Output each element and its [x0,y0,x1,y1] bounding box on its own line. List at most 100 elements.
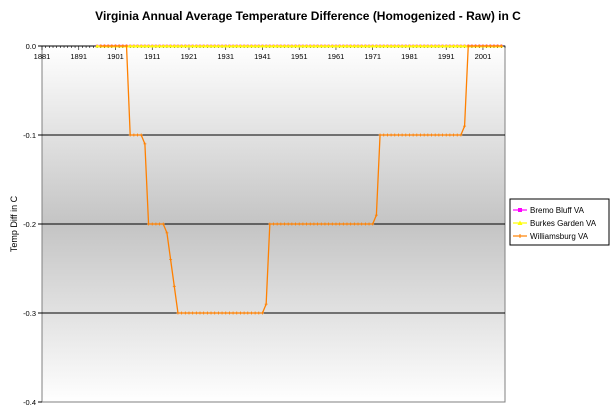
data-point [315,44,320,48]
data-point [271,44,276,48]
data-point [282,44,287,48]
data-point [168,44,173,48]
data-point [172,284,176,288]
data-point [175,44,180,48]
data-point [411,133,415,137]
y-axis-label: Temp Diff in C [9,195,19,252]
data-point [165,231,169,235]
data-point [179,44,184,48]
data-point [322,44,327,48]
data-point [367,222,371,226]
data-point [194,311,198,315]
data-point [403,44,408,48]
data-point [183,311,187,315]
data-point [499,44,503,48]
data-point [334,222,338,226]
data-point [161,222,165,226]
data-point [360,222,364,226]
data-point [371,222,375,226]
data-point [308,222,312,226]
data-point [131,44,136,48]
data-point [429,44,434,48]
y-tick-label: -0.4 [23,398,36,407]
series-layer [95,44,504,315]
data-point [249,44,254,48]
data-point [363,44,368,48]
data-point [286,222,290,226]
data-point [422,133,426,137]
data-point [330,222,334,226]
data-point [356,222,360,226]
data-point [319,222,323,226]
x-tick-label: 1891 [70,52,87,61]
data-point [143,142,147,146]
data-point [169,258,173,262]
data-point [308,44,313,48]
data-point [253,44,258,48]
legend-marker [518,208,522,212]
data-point [474,44,478,48]
data-point [272,222,275,226]
y-tick-label: -0.3 [23,309,36,318]
x-tick-label: 1911 [144,52,160,61]
data-point [459,133,463,137]
data-point [231,311,235,315]
x-tick-label: 1921 [181,52,198,61]
data-point [286,44,291,48]
data-point [316,222,320,226]
data-point [323,222,327,226]
series-williamsburg-va [99,44,503,315]
data-point [268,222,272,226]
data-point [414,44,419,48]
data-point [437,133,441,137]
data-point [378,44,383,48]
data-point [311,44,316,48]
x-tick-label: 2001 [475,52,492,61]
data-point [283,222,287,226]
legend-box [509,198,610,246]
data-point [466,44,470,48]
data-point [154,222,158,226]
data-point [488,44,492,48]
data-point [235,311,239,315]
legend-label: Bremo Bluff VA [530,206,585,215]
data-point [180,311,184,315]
data-point [246,311,250,315]
data-point [345,222,349,226]
data-point [367,44,372,48]
data-point [249,311,253,315]
data-point [352,44,357,48]
data-point [260,311,264,315]
data-point [205,44,210,48]
data-point [470,44,474,48]
data-point [212,44,217,48]
data-point [312,222,316,226]
data-point [411,44,416,48]
data-point [385,133,389,137]
data-point [147,222,151,226]
data-point [278,44,283,48]
data-point [136,133,140,137]
data-point [146,44,151,48]
data-point [257,311,261,315]
data-point [492,44,496,48]
data-point [433,44,438,48]
data-point [462,44,467,48]
data-point [234,44,239,48]
data-point [400,133,404,137]
data-point [294,222,298,226]
data-point [209,311,213,315]
data-point [382,133,386,137]
data-point [198,311,202,315]
data-point [349,222,353,226]
data-point [444,44,449,48]
data-point [102,44,106,48]
y-axis-ticks: 0.0 -0.1 -0.2 -0.3 -0.4 [23,42,42,407]
data-point [452,133,456,137]
data-point [374,44,379,48]
data-point [253,311,257,315]
x-tick-label: 1991 [438,52,455,61]
data-point [319,44,324,48]
data-point [153,44,158,48]
legend-item: Burkes Garden VA [513,219,597,228]
